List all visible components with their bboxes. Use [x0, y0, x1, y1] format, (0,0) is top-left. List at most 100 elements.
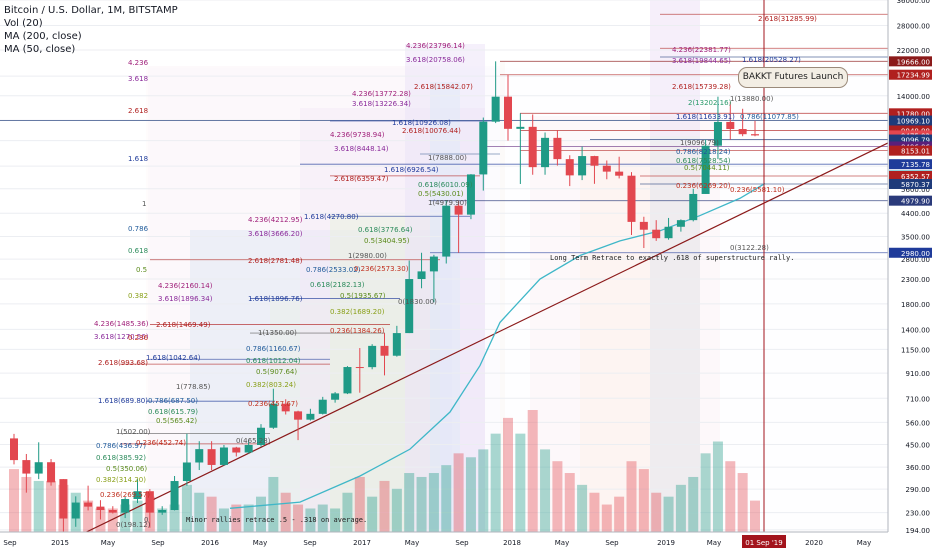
candle-body[interactable]: [47, 462, 56, 483]
volume-bar: [626, 461, 637, 540]
candle-body[interactable]: [417, 271, 426, 280]
candle-body[interactable]: [59, 479, 68, 519]
candle-body[interactable]: [331, 393, 340, 400]
volume-bar: [478, 449, 489, 540]
fib-label: 0.786(2533.02): [306, 266, 361, 274]
candle-body[interactable]: [541, 137, 550, 168]
fib-label: 0.786(436.97): [96, 442, 146, 450]
candle-body[interactable]: [380, 345, 389, 356]
fib-label: 2.618(10076.44): [402, 127, 461, 135]
fib-label: 0.382(314.20): [96, 476, 146, 484]
candle-body[interactable]: [627, 175, 636, 222]
candle-body[interactable]: [108, 510, 117, 513]
volume-bar: [46, 480, 57, 540]
candle-body[interactable]: [22, 460, 31, 474]
volume-bar: [33, 480, 44, 540]
volume-bar: [712, 441, 723, 540]
price-tick-label: 710.00: [906, 395, 931, 403]
price-marker: [889, 178, 932, 189]
fib-label: 3.618(1896.34): [158, 295, 213, 303]
candle-body[interactable]: [232, 447, 241, 453]
candle-body[interactable]: [516, 126, 525, 129]
candle-body[interactable]: [294, 411, 303, 420]
time-tick-label: May: [101, 539, 115, 547]
candle-body[interactable]: [429, 256, 438, 272]
fib-label: 1(2980.00): [348, 252, 387, 260]
candle-body[interactable]: [664, 226, 673, 239]
candle-body[interactable]: [528, 126, 537, 168]
volume-bar: [638, 469, 649, 540]
candle-body[interactable]: [652, 229, 661, 239]
candle-body[interactable]: [71, 502, 80, 519]
candle-body[interactable]: [751, 134, 759, 136]
candle-body[interactable]: [726, 121, 735, 130]
candle-body[interactable]: [491, 96, 500, 122]
candle-body[interactable]: [269, 403, 278, 428]
candle-body[interactable]: [602, 165, 611, 172]
candle-body[interactable]: [207, 449, 216, 465]
candle-body[interactable]: [565, 159, 574, 176]
candle-body[interactable]: [689, 193, 698, 221]
trendline: [69, 142, 889, 541]
candle-body[interactable]: [553, 137, 562, 160]
candle-body[interactable]: [170, 481, 179, 511]
candle-body[interactable]: [158, 510, 167, 513]
fib-label: 2.618(2781.48): [248, 257, 303, 265]
candle-body[interactable]: [281, 403, 290, 412]
candle-body[interactable]: [479, 121, 488, 175]
candle-body[interactable]: [590, 156, 599, 166]
price-tick-label: 560.00: [906, 419, 931, 427]
candle-body[interactable]: [145, 491, 154, 513]
indicator-ma200[interactable]: MA (200, close): [4, 31, 82, 42]
candle-body[interactable]: [257, 427, 265, 445]
candle-body[interactable]: [34, 462, 43, 474]
candle-body[interactable]: [244, 444, 253, 453]
fib-label: 3.618: [128, 75, 148, 83]
volume-bar: [9, 469, 19, 540]
candle-body[interactable]: [466, 174, 475, 215]
candle-body[interactable]: [639, 221, 648, 230]
fib-label: 2.618(6359.47): [334, 175, 389, 183]
fib-label: 0.786(8218.24): [676, 148, 731, 156]
candle-body[interactable]: [182, 462, 191, 482]
candle-body[interactable]: [133, 491, 142, 500]
candle-body[interactable]: [701, 145, 710, 194]
candle-body[interactable]: [10, 438, 18, 461]
candle-body[interactable]: [368, 345, 377, 368]
candle-body[interactable]: [738, 129, 747, 135]
candle-body[interactable]: [504, 96, 512, 129]
candle-body[interactable]: [578, 156, 587, 176]
price-tick-label: 910.00: [906, 370, 931, 378]
candle-body[interactable]: [392, 333, 401, 356]
candle-body[interactable]: [195, 449, 204, 463]
indicator-volume[interactable]: Vol (20): [4, 18, 43, 29]
candle-body[interactable]: [121, 499, 130, 513]
fib-label: 0.236(6269.20): [676, 182, 731, 190]
candle-body[interactable]: [454, 205, 463, 215]
price-tick-label: 4400.00: [901, 210, 930, 218]
candle-body[interactable]: [343, 367, 352, 394]
candle-body[interactable]: [318, 399, 327, 414]
volume-bar: [367, 496, 378, 540]
candle-body[interactable]: [615, 171, 624, 176]
candle-body[interactable]: [676, 220, 685, 227]
candle-body[interactable]: [219, 447, 228, 465]
fib-label: 4.236(2160.14): [158, 282, 213, 290]
volume-bar: [280, 492, 291, 540]
time-tick-label: Sep: [303, 539, 317, 547]
price-marker-label: 4979.90: [901, 198, 930, 206]
candle-body[interactable]: [713, 121, 722, 146]
candle-body[interactable]: [84, 502, 93, 507]
time-tick-label: Sep: [3, 539, 17, 547]
candle-body[interactable]: [306, 413, 315, 420]
candle-body[interactable]: [355, 367, 364, 369]
fib-label: 3.618(3666.20): [248, 230, 303, 238]
candle-body[interactable]: [442, 205, 451, 257]
indicator-ma50[interactable]: MA (50, close): [4, 44, 76, 55]
time-tick-label: 2016: [201, 539, 219, 547]
candle-body[interactable]: [96, 506, 105, 511]
time-tick-label: May: [857, 539, 871, 547]
candle-body[interactable]: [405, 279, 414, 334]
